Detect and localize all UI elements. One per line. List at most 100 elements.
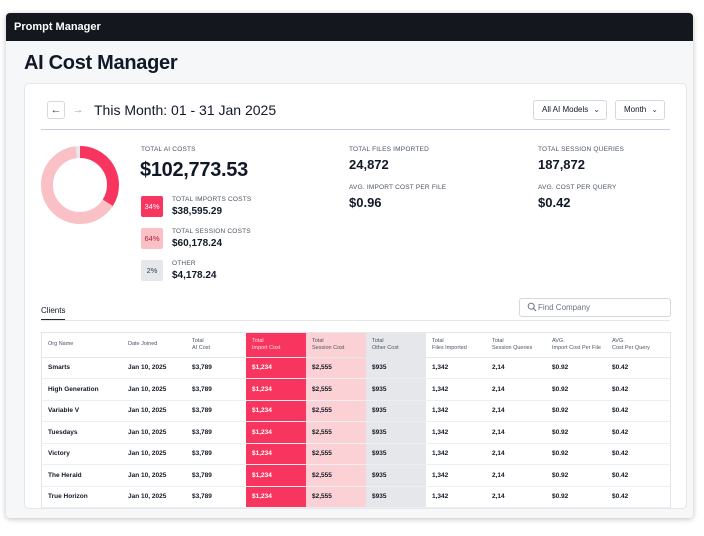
donut-session-segment [41, 146, 119, 224]
cell-total-session-cost: $2,555 [306, 421, 366, 444]
table-row[interactable]: Variable V Jan 10, 2025 $3,789 $1,234 $2,555… [42, 400, 670, 422]
cell-total-other-cost: $935 [366, 464, 426, 487]
cell-date-joined: Jan 10, 2025 [122, 443, 186, 465]
total-ai-costs-label: TOTAL AI COSTS [141, 146, 196, 153]
cell-total-session-queries: 2,14 [486, 400, 546, 422]
cell-total-other-cost: $935 [366, 357, 426, 379]
cell-date-joined: Jan 10, 2025 [122, 486, 186, 508]
cell-org-name: High Generation [42, 378, 122, 401]
ai-models-dropdown[interactable]: All AI Models ⌄ [533, 100, 607, 120]
cell-total-session-cost: $2,555 [306, 486, 366, 508]
cell-total-other-cost: $935 [366, 421, 426, 444]
column-header-avg-cost-per-query[interactable]: AVG. Cost Per Query [606, 333, 670, 358]
table-row[interactable]: Victory Jan 10, 2025 $3,789 $1,234 $2,555 $93… [42, 443, 670, 465]
column-header-total-ai-cost[interactable]: Total AI Cost [186, 333, 246, 358]
session-costs-value: $60,178.24 [172, 238, 223, 249]
cell-total-files-imported: 1,342 [426, 400, 486, 422]
column-header-total-import-cost[interactable]: Total Import Cost [246, 333, 306, 358]
cell-total-ai-cost: $3,789 [186, 357, 246, 379]
table-row[interactable]: Smarts Jan 10, 2025 $3,789 $1,234 $2,555 $935… [42, 357, 670, 379]
cell-avg-cost-per-query: $0.42 [606, 421, 670, 444]
cell-total-session-queries: 2,14 [486, 378, 546, 401]
cell-total-files-imported: 1,342 [426, 378, 486, 401]
cell-total-import-cost: $1,234 [246, 378, 306, 401]
session-pct-badge: 64% [141, 228, 163, 249]
cell-date-joined: Jan 10, 2025 [122, 421, 186, 444]
column-header-line: Total [252, 337, 264, 344]
ai-models-dropdown-label: All AI Models [542, 105, 589, 114]
cell-total-ai-cost: $3,789 [186, 443, 246, 465]
cell-avg-import-cost-per-file: $0.92 [546, 464, 606, 487]
next-period-button[interactable]: → [69, 101, 87, 119]
clients-table: Org Name Date Joined Total AI Cost Total Impo… [41, 332, 671, 508]
column-header-line: Org Name [48, 341, 74, 348]
cell-total-import-cost: $1,234 [246, 443, 306, 465]
session-queries-value: 187,872 [538, 157, 585, 172]
avg-query-cost-value: $0.42 [538, 195, 571, 210]
avg-import-cost-label: AVG. IMPORT COST PER FILE [349, 184, 447, 191]
column-header-total-session-queries[interactable]: Total Session Queries [486, 333, 546, 358]
donut-other-segment [41, 146, 119, 224]
table-row[interactable]: The Herald Jan 10, 2025 $3,789 $1,234 $2,555… [42, 464, 670, 487]
column-header-line: Total [372, 337, 384, 344]
page-title: AI Cost Manager [24, 52, 178, 74]
column-header-avg-import-cost-per-file[interactable]: AVG. Import Cost Per File [546, 333, 606, 358]
cell-avg-import-cost-per-file: $0.92 [546, 421, 606, 444]
column-header-line: Total [312, 337, 324, 344]
column-header-org-name[interactable]: Org Name [42, 333, 122, 358]
cell-total-import-cost: $1,234 [246, 464, 306, 487]
cell-total-ai-cost: $3,789 [186, 464, 246, 487]
cell-total-session-queries: 2,14 [486, 421, 546, 444]
cell-avg-cost-per-query: $0.42 [606, 464, 670, 487]
search-input[interactable] [538, 301, 666, 314]
column-header-line: Total [192, 337, 204, 344]
chevron-down-icon: ⌄ [593, 105, 600, 114]
column-header-line: Other Cost [372, 344, 399, 351]
company-search[interactable] [519, 298, 671, 317]
column-header-line: Date Joined [128, 341, 158, 348]
column-header-total-session-cost[interactable]: Total Session Cost [306, 333, 366, 358]
column-header-date-joined[interactable]: Date Joined [122, 333, 186, 358]
column-header-total-files-imported[interactable]: Total Files Imported [426, 333, 486, 358]
cell-date-joined: Jan 10, 2025 [122, 400, 186, 422]
session-queries-label: TOTAL SESSION QUERIES [538, 146, 625, 153]
app-window: Prompt Manager AI Cost Manager ← → This … [6, 13, 693, 518]
cell-total-session-queries: 2,14 [486, 464, 546, 487]
granularity-dropdown[interactable]: Month ⌄ [615, 100, 665, 120]
cost-breakdown-donut [41, 146, 119, 224]
table-row[interactable]: High Generation Jan 10, 2025 $3,789 $1,234 $… [42, 378, 670, 401]
session-costs-label: TOTAL SESSION COSTS [172, 228, 251, 235]
cell-avg-cost-per-query: $0.42 [606, 486, 670, 508]
other-costs-label: OTHER [172, 260, 196, 267]
table-header-row: Org Name Date Joined Total AI Cost Total Impo… [42, 333, 670, 358]
cell-org-name: Smarts [42, 357, 122, 379]
cell-total-files-imported: 1,342 [426, 357, 486, 379]
total-ai-costs-value: $102,773.53 [140, 159, 248, 181]
cell-org-name: Variable V [42, 400, 122, 422]
cell-total-session-queries: 2,14 [486, 486, 546, 508]
column-header-line: Files Imported [432, 344, 467, 351]
cell-date-joined: Jan 10, 2025 [122, 357, 186, 379]
granularity-dropdown-label: Month [624, 105, 647, 114]
column-header-total-other-cost[interactable]: Total Other Cost [366, 333, 426, 358]
prev-period-button[interactable]: ← [47, 101, 65, 119]
period-label: This Month: 01 - 31 Jan 2025 [94, 102, 277, 118]
cell-org-name: The Herald [42, 464, 122, 487]
imports-pct-badge: 34% [141, 196, 163, 217]
table-row[interactable]: True Horizon Jan 10, 2025 $3,789 $1,234 $2,5… [42, 486, 670, 508]
avg-import-cost-value: $0.96 [349, 195, 382, 210]
table-row[interactable]: Tuesdays Jan 10, 2025 $3,789 $1,234 $2,555 $9… [42, 421, 670, 444]
other-pct-badge: 2% [141, 260, 163, 281]
cell-total-session-queries: 2,14 [486, 443, 546, 465]
cell-total-other-cost: $935 [366, 443, 426, 465]
cell-total-session-queries: 2,14 [486, 357, 546, 379]
tab-clients[interactable]: Clients [41, 306, 66, 320]
cell-org-name: Victory [42, 443, 122, 465]
cell-date-joined: Jan 10, 2025 [122, 464, 186, 487]
app-title: Prompt Manager [14, 21, 101, 33]
column-header-line: Cost Per Query [612, 344, 650, 351]
column-header-line: Session Cost [312, 344, 345, 351]
files-imported-value: 24,872 [349, 157, 389, 172]
tab-divider [41, 320, 670, 321]
chevron-down-icon: ⌄ [651, 105, 658, 114]
